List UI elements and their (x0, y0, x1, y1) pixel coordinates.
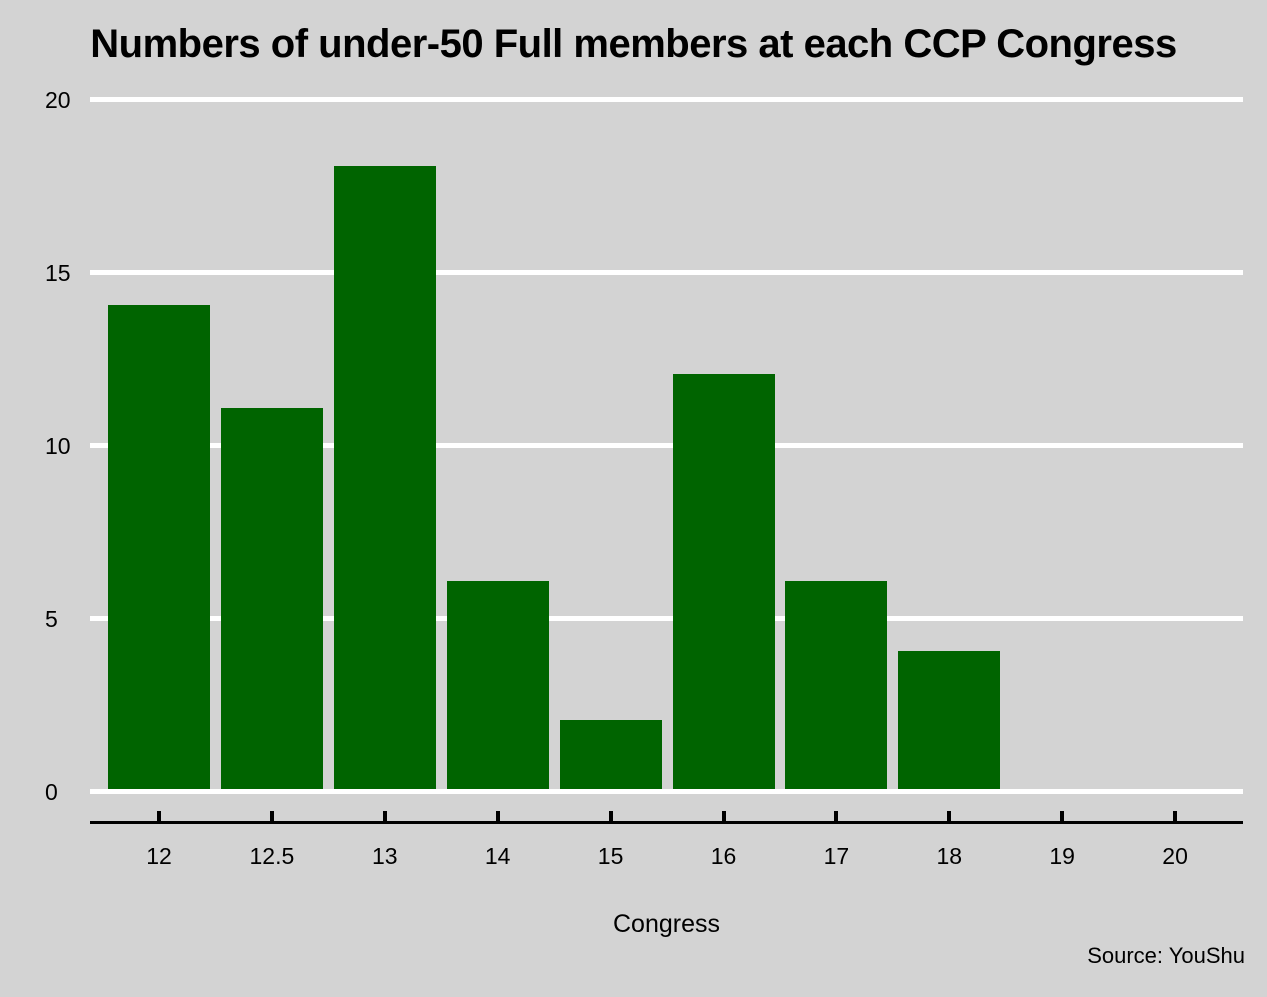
chart-title: Numbers of under-50 Full members at each… (90, 22, 1177, 66)
x-tick-label: 18 (936, 843, 963, 869)
x-tick (495, 811, 500, 821)
x-tick (382, 811, 387, 821)
x-tick-label: 20 (1162, 843, 1188, 869)
gridline-y-15 (90, 270, 1243, 275)
x-tick-label: 12.5 (249, 843, 295, 869)
x-tick (608, 811, 613, 821)
x-tick-label: 13 (372, 843, 398, 869)
bar-congress-14 (446, 581, 549, 789)
x-axis-line (90, 821, 1243, 824)
x-tick (834, 811, 839, 821)
y-tick-label: 10 (45, 432, 71, 459)
y-tick-label: 0 (45, 778, 58, 805)
x-tick-label: 16 (710, 843, 737, 869)
x-tick (721, 811, 726, 821)
x-tick (1173, 811, 1178, 821)
y-tick-label: 15 (45, 259, 71, 286)
x-tick (269, 811, 274, 821)
gridline-y-10 (90, 443, 1243, 448)
x-tick-label: 15 (597, 843, 624, 869)
bar-congress-18 (898, 650, 1001, 789)
x-tick-label: 17 (823, 843, 850, 869)
bar-congress-15 (559, 719, 662, 789)
bar-congress-12.5 (220, 408, 323, 789)
gridline-y-20 (90, 97, 1243, 102)
bar-congress-16 (672, 373, 775, 789)
y-tick-label: 5 (45, 605, 58, 632)
x-tick-label: 14 (484, 843, 511, 869)
x-tick (157, 811, 161, 821)
source-note: Source: YouShu (1087, 943, 1245, 968)
x-tick (947, 811, 952, 821)
gridline-y-0 (90, 789, 1243, 794)
x-tick-label: 19 (1049, 843, 1075, 869)
bar-congress-17 (785, 581, 888, 789)
x-tick (1060, 811, 1065, 821)
gridline-y-5 (90, 616, 1243, 621)
x-tick-label: 12 (146, 843, 172, 869)
x-axis-label: Congress (613, 910, 720, 938)
bar-congress-12 (108, 304, 210, 789)
bar-congress-13 (333, 166, 436, 789)
y-tick-label: 20 (45, 86, 71, 113)
